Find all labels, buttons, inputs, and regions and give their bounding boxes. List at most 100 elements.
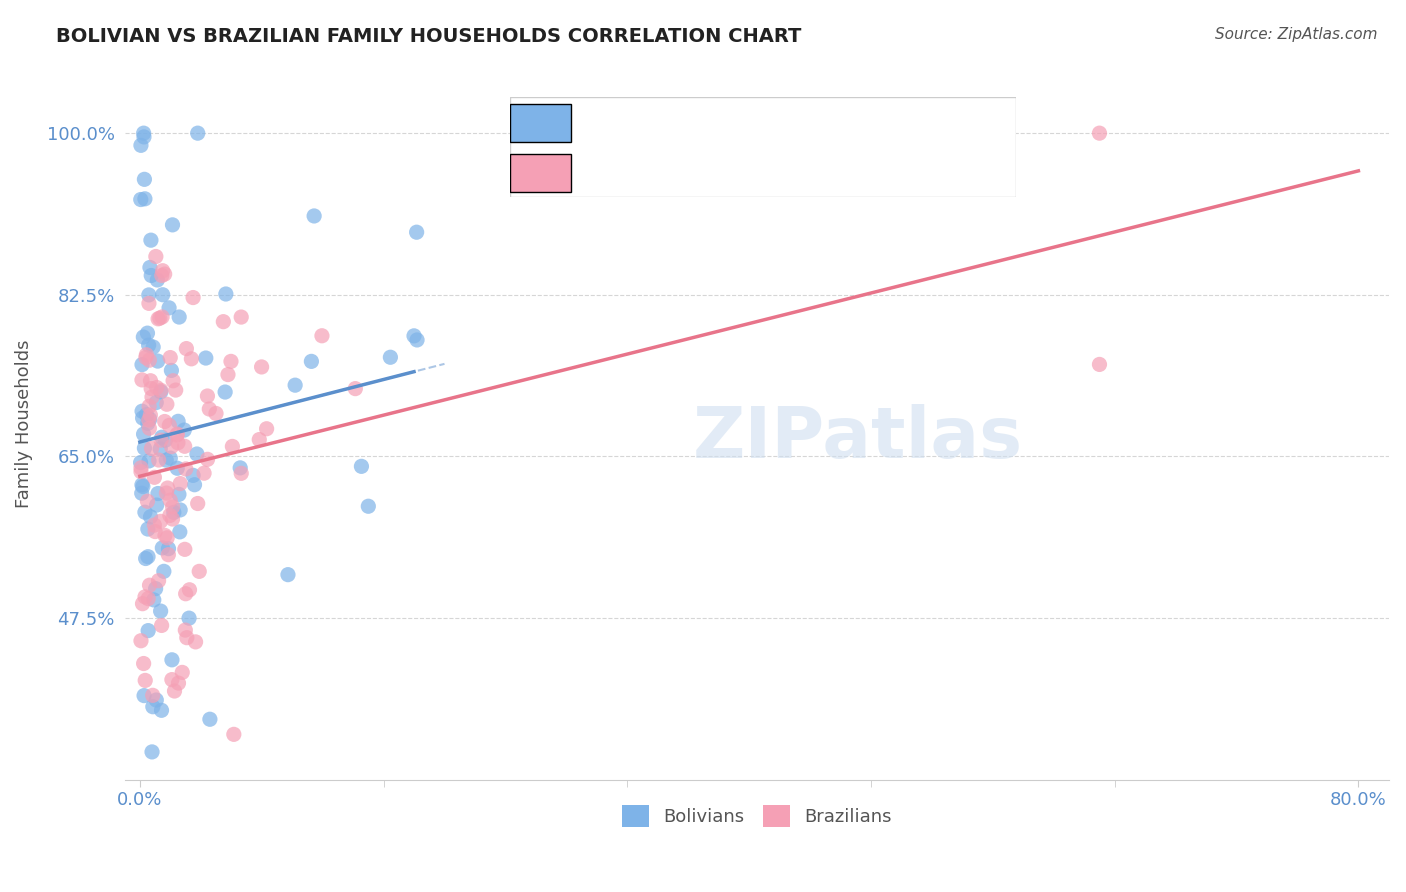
Point	[163, 505, 186, 519]
Point	[212, 315, 235, 329]
Point	[149, 442, 172, 456]
Point	[156, 397, 179, 411]
Point	[160, 363, 183, 377]
Point	[138, 413, 160, 427]
Point	[138, 338, 160, 352]
Point	[183, 477, 205, 491]
Point	[149, 311, 172, 326]
Point	[146, 486, 169, 500]
Point	[222, 727, 245, 741]
Point	[141, 268, 163, 283]
Point	[250, 359, 273, 374]
Point	[150, 268, 173, 283]
Point	[143, 518, 166, 533]
Point	[181, 468, 204, 483]
Point	[129, 456, 152, 470]
Point	[131, 597, 153, 611]
Point	[132, 479, 155, 493]
Point	[145, 380, 167, 394]
Point	[217, 368, 239, 382]
Point	[198, 402, 221, 417]
Point	[138, 399, 160, 413]
Point	[173, 423, 195, 437]
Point	[174, 462, 197, 476]
Point	[176, 342, 198, 356]
Point	[157, 301, 180, 315]
Point	[163, 684, 186, 698]
Point	[134, 590, 156, 604]
Point	[162, 374, 184, 388]
Point	[138, 578, 160, 592]
Point	[173, 542, 195, 557]
Point	[129, 193, 152, 207]
Point	[284, 378, 307, 392]
Point	[138, 421, 160, 435]
Point	[156, 531, 179, 545]
Point	[344, 382, 367, 396]
Point	[186, 447, 208, 461]
Point	[302, 209, 325, 223]
Point	[166, 428, 188, 442]
Point	[174, 623, 197, 637]
Point	[149, 384, 172, 399]
Point	[131, 373, 153, 387]
Point	[172, 665, 194, 680]
Point	[139, 233, 162, 247]
Point	[136, 326, 159, 340]
Point	[146, 273, 169, 287]
Point	[350, 459, 373, 474]
Point	[135, 348, 157, 362]
Point	[145, 582, 167, 596]
Point	[142, 593, 165, 607]
Point	[134, 172, 156, 186]
Point	[136, 549, 159, 564]
Point	[160, 673, 183, 687]
Point	[187, 496, 209, 510]
Point	[162, 218, 184, 232]
Point	[131, 411, 153, 425]
Point	[155, 486, 177, 500]
Point	[132, 126, 155, 140]
Point	[205, 407, 228, 421]
Point	[219, 354, 242, 368]
Point	[129, 633, 152, 648]
Point	[380, 351, 402, 365]
Point	[159, 493, 181, 508]
Point	[149, 514, 172, 528]
Point	[148, 574, 170, 588]
Point	[197, 389, 219, 403]
Point	[152, 264, 174, 278]
Point	[357, 500, 380, 514]
Point	[149, 604, 172, 618]
Point	[153, 565, 176, 579]
Point	[142, 340, 165, 354]
Point	[129, 465, 152, 479]
Point	[167, 435, 190, 450]
Point	[159, 351, 181, 365]
Point	[157, 418, 180, 433]
Point	[136, 624, 159, 638]
Point	[215, 287, 238, 301]
Point	[406, 333, 429, 347]
Point	[139, 509, 162, 524]
Point	[146, 354, 169, 368]
Point	[145, 498, 167, 512]
Point	[150, 310, 173, 324]
Point	[174, 587, 197, 601]
Point	[194, 351, 217, 365]
Point	[138, 288, 160, 302]
Legend: Bolivians, Brazilians: Bolivians, Brazilians	[614, 798, 898, 835]
Point	[132, 427, 155, 442]
Text: ZIPatlas: ZIPatlas	[693, 404, 1024, 473]
Point	[1088, 126, 1111, 140]
Point	[131, 486, 153, 500]
Point	[150, 541, 173, 555]
Point	[256, 422, 278, 436]
Point	[181, 291, 204, 305]
Point	[160, 653, 183, 667]
Point	[131, 478, 153, 492]
Point	[187, 126, 209, 140]
Point	[129, 138, 152, 153]
Point	[145, 693, 167, 707]
Point	[155, 433, 177, 447]
